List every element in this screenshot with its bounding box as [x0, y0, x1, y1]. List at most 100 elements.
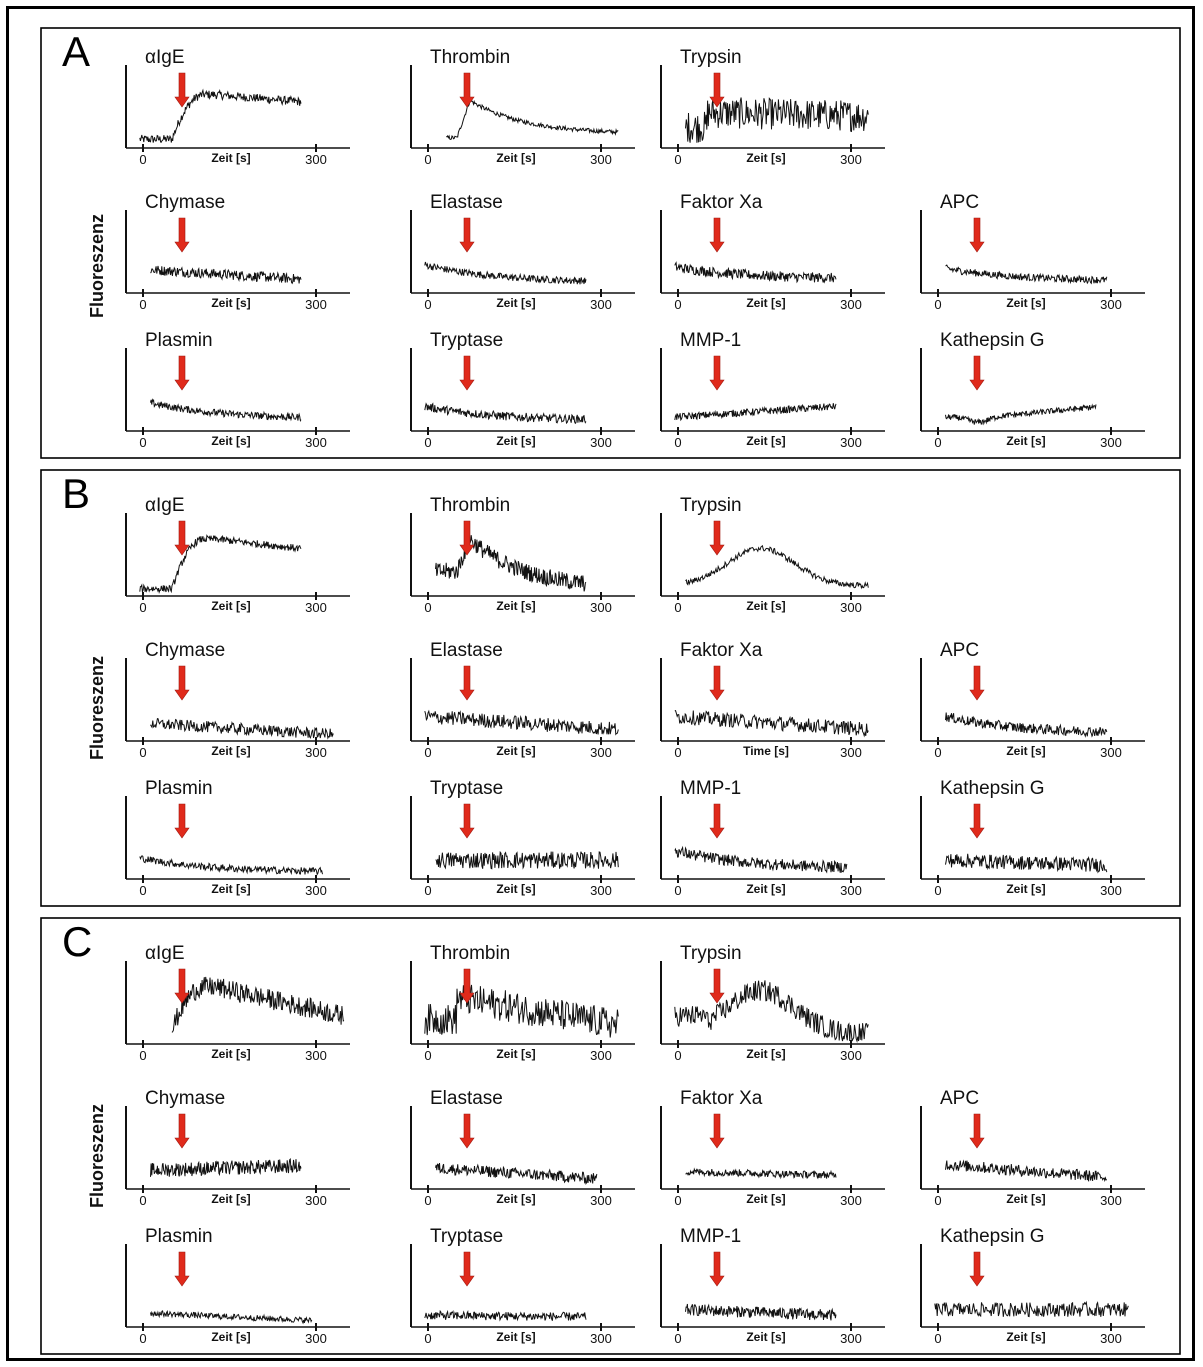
chart-title: Thrombin	[430, 47, 510, 68]
x-tick-label: 300	[840, 883, 862, 898]
chart-title: Elastase	[430, 640, 503, 661]
chart-title: APC	[940, 192, 979, 213]
injection-arrow-icon	[459, 72, 475, 108]
x-tick-label: 0	[674, 1193, 681, 1208]
x-tick-label: 0	[139, 152, 146, 167]
fluorescence-trace	[674, 261, 837, 284]
panel-border	[40, 917, 1181, 1355]
chart: Kathepsin G 0 300 Zeit [s]	[920, 778, 1145, 898]
x-axis-label: Zeit [s]	[746, 1192, 785, 1206]
x-tick-label: 0	[934, 883, 941, 898]
injection-arrow-icon	[709, 968, 725, 1004]
chart-title: αIgE	[145, 943, 185, 964]
chart-title: Plasmin	[145, 330, 213, 351]
chart-title: Faktor Xa	[680, 640, 763, 661]
x-axis-label: Zeit [s]	[496, 744, 535, 758]
chart: αIgE 0 300 Zeit [s]	[125, 47, 350, 167]
x-tick-label: 0	[934, 297, 941, 312]
chart: Elastase 0 300 Zeit [s]	[410, 1088, 635, 1208]
x-axis-label: Zeit [s]	[211, 434, 250, 448]
panel-border	[40, 27, 1181, 459]
panel-c: C Fluoreszenz αIgE 0 300 Zeit [s] Thrombin 0 300…	[40, 917, 1181, 1355]
x-tick-label: 300	[840, 1193, 862, 1208]
x-axis-label: Zeit [s]	[496, 882, 535, 896]
x-axis-label: Zeit [s]	[1006, 1330, 1045, 1344]
x-axis-label: Time [s]	[743, 744, 789, 758]
chart: APC 0 300 Zeit [s]	[920, 640, 1145, 760]
chart: MMP-1 0 300 Zeit [s]	[660, 1226, 885, 1346]
injection-arrow-icon	[709, 217, 725, 253]
chart-title: Kathepsin G	[940, 330, 1045, 351]
chart-title: MMP-1	[680, 778, 741, 799]
x-tick-label: 300	[840, 1048, 862, 1063]
chart: Tryptase 0 300 Zeit [s]	[410, 1226, 635, 1346]
y-axis-label: Fluoreszenz	[87, 1104, 107, 1208]
x-tick-label: 0	[674, 435, 681, 450]
chart: Kathepsin G 0 300 Zeit [s]	[920, 330, 1145, 450]
x-tick-label: 300	[590, 1048, 612, 1063]
x-axis-label: Zeit [s]	[746, 882, 785, 896]
x-axis-label: Zeit [s]	[1006, 1192, 1045, 1206]
x-tick-label: 0	[674, 883, 681, 898]
chart: Trypsin 0 300 Zeit [s]	[660, 47, 885, 167]
chart: MMP-1 0 300 Zeit [s]	[660, 330, 885, 450]
fluorescence-trace	[424, 709, 619, 736]
injection-arrow-icon	[174, 355, 190, 391]
x-tick-label: 300	[840, 297, 862, 312]
chart: APC 0 300 Zeit [s]	[920, 192, 1145, 312]
injection-arrow-icon	[459, 665, 475, 701]
x-tick-label: 0	[424, 883, 431, 898]
chart-title: APC	[940, 1088, 979, 1109]
x-tick-label: 0	[424, 1331, 431, 1346]
x-tick-label: 0	[674, 1331, 681, 1346]
fluorescence-trace	[945, 264, 1108, 285]
x-tick-label: 300	[1100, 1331, 1122, 1346]
fluorescence-trace	[150, 398, 302, 423]
chart: Trypsin 0 300 Zeit [s]	[660, 495, 885, 615]
injection-arrow-icon	[709, 355, 725, 391]
chart-title: Faktor Xa	[680, 1088, 763, 1109]
x-tick-label: 300	[305, 1048, 327, 1063]
fluorescence-trace	[139, 534, 302, 595]
fluorescence-trace	[934, 1300, 1129, 1318]
x-axis-label: Zeit [s]	[1006, 296, 1045, 310]
x-tick-label: 0	[139, 297, 146, 312]
injection-arrow-icon	[709, 665, 725, 701]
x-axis-label: Zeit [s]	[496, 599, 535, 613]
fluorescence-trace	[674, 845, 848, 874]
chart-title: Trypsin	[680, 47, 742, 68]
x-tick-label: 0	[934, 745, 941, 760]
injection-arrow-icon	[709, 1251, 725, 1287]
chart-title: Trypsin	[680, 495, 742, 516]
chart-title: Kathepsin G	[940, 778, 1045, 799]
x-tick-label: 300	[305, 1193, 327, 1208]
x-tick-label: 300	[590, 297, 612, 312]
x-tick-label: 300	[840, 600, 862, 615]
injection-arrow-icon	[709, 72, 725, 108]
chart: MMP-1 0 300 Zeit [s]	[660, 778, 885, 898]
chart: Chymase 0 300 Zeit [s]	[125, 192, 350, 312]
x-tick-label: 300	[590, 1193, 612, 1208]
chart: Thrombin 0 300 Zeit [s]	[410, 943, 635, 1063]
chart-title: αIgE	[145, 495, 185, 516]
x-axis-label: Zeit [s]	[211, 599, 250, 613]
x-axis-label: Zeit [s]	[496, 296, 535, 310]
injection-arrow-icon	[174, 665, 190, 701]
injection-arrow-icon	[969, 665, 985, 701]
chart: Thrombin 0 300 Zeit [s]	[410, 47, 635, 167]
fluorescence-trace	[685, 544, 869, 590]
panel-label: B	[62, 470, 90, 517]
x-axis-label: Zeit [s]	[211, 744, 250, 758]
chart-title: Faktor Xa	[680, 192, 763, 213]
panel-border	[40, 469, 1181, 907]
x-tick-label: 300	[840, 1331, 862, 1346]
x-tick-label: 300	[1100, 1193, 1122, 1208]
panel-label: A	[62, 28, 90, 75]
injection-arrow-icon	[174, 520, 190, 556]
injection-arrow-icon	[174, 1113, 190, 1149]
x-axis-label: Zeit [s]	[746, 296, 785, 310]
chart-title: Elastase	[430, 192, 503, 213]
x-tick-label: 300	[305, 1331, 327, 1346]
x-tick-label: 300	[305, 435, 327, 450]
x-tick-label: 0	[674, 152, 681, 167]
